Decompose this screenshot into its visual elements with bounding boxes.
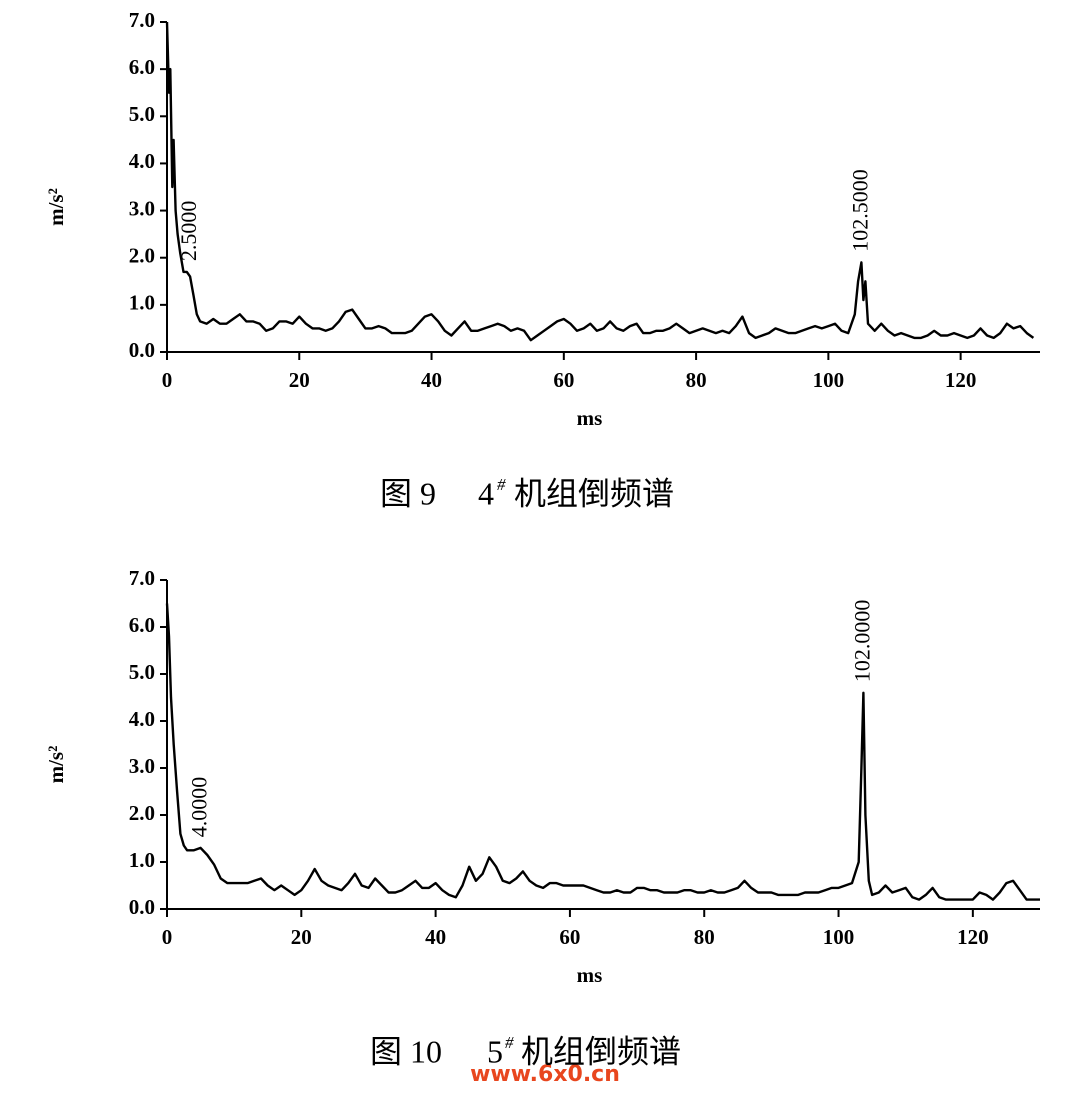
y-tick-label: 5.0 (129, 660, 155, 684)
caption-unit: 5 (487, 1033, 503, 1069)
peak-annotation: 2.5000 (176, 201, 201, 262)
x-tick-label: 0 (162, 925, 173, 949)
x-tick-label: 40 (425, 925, 446, 949)
x-axis-label: ms (577, 406, 603, 430)
data-line (165, 21, 1035, 342)
y-tick-label: 2.0 (129, 244, 155, 268)
y-tick-label: 7.0 (129, 566, 155, 590)
peak-annotation: 4.0000 (187, 777, 212, 838)
x-tick-label: 20 (289, 368, 310, 392)
x-tick-label: 60 (559, 925, 580, 949)
caption-mark: # (497, 475, 506, 494)
x-tick-label: 120 (945, 368, 977, 392)
caption-number: 图 10 (370, 1033, 442, 1069)
caption-number: 图 9 (380, 475, 436, 511)
x-tick-label: 80 (686, 368, 707, 392)
peak-annotation: 102.0000 (849, 600, 874, 683)
x-tick-label: 0 (162, 368, 173, 392)
y-tick-label: 4.0 (129, 707, 155, 731)
caption-mark: # (505, 1033, 514, 1052)
y-tick-label: 2.0 (129, 801, 155, 825)
y-tick-label: 0.0 (129, 338, 155, 362)
y-tick-label: 6.0 (129, 613, 155, 637)
peak-annotation: 102.5000 (847, 169, 872, 252)
y-tick-label: 4.0 (129, 149, 155, 173)
x-tick-label: 40 (421, 368, 442, 392)
x-axis-label: ms (577, 963, 603, 987)
y-tick-label: 5.0 (129, 102, 155, 126)
y-tick-label: 1.0 (129, 291, 155, 315)
y-axis-label: m/s² (44, 746, 68, 784)
caption-text: 机组倒频谱 (521, 1033, 681, 1069)
data-line (165, 603, 1040, 901)
x-tick-label: 100 (813, 368, 845, 392)
x-tick-label: 80 (694, 925, 715, 949)
y-tick-label: 6.0 (129, 55, 155, 79)
y-tick-label: 7.0 (129, 8, 155, 32)
y-tick-label: 0.0 (129, 895, 155, 919)
caption-unit: 4 (478, 475, 494, 511)
y-tick-label: 1.0 (129, 848, 155, 872)
x-tick-label: 100 (823, 925, 855, 949)
y-tick-label: 3.0 (129, 196, 155, 220)
x-tick-label: 60 (553, 368, 574, 392)
y-axis-label: m/s² (44, 188, 68, 226)
caption-text: 机组倒频谱 (514, 475, 674, 511)
watermark: www.6x0.cn (470, 1062, 620, 1087)
x-tick-label: 120 (957, 925, 989, 949)
y-tick-label: 3.0 (129, 754, 155, 778)
x-tick-label: 20 (291, 925, 312, 949)
